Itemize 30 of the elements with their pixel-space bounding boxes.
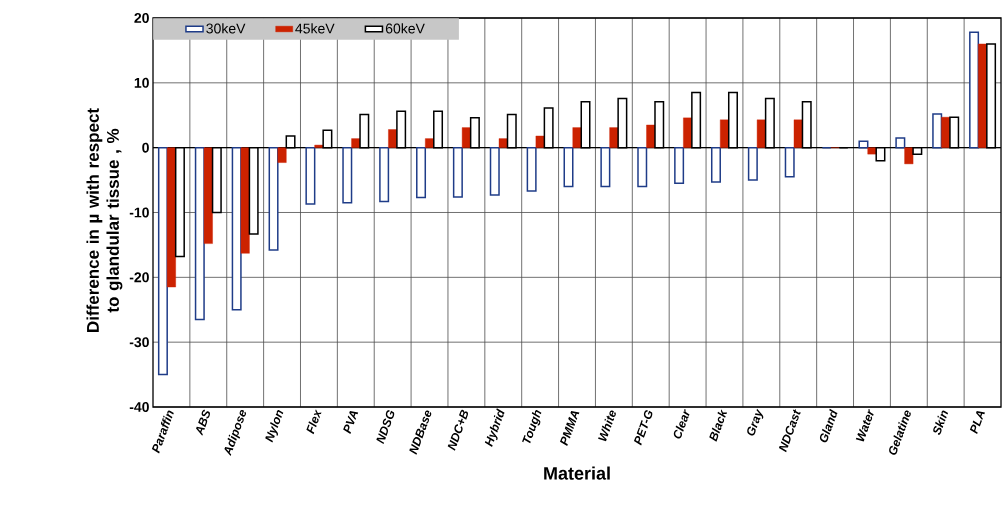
x-tick-label: Water — [855, 409, 874, 442]
x-axis-title: Material — [544, 466, 610, 480]
y-tick-label: -40 — [129, 402, 149, 412]
y-tick-label: -20 — [129, 272, 149, 283]
x-tick-label: Hybrid — [484, 408, 505, 447]
x-tick-label: Skin — [933, 410, 949, 435]
x-tick-label: White — [598, 410, 616, 442]
x-tick-label: PLA — [969, 411, 985, 435]
x-tick-label: ABS — [196, 409, 210, 436]
x-tick-label: Flex — [306, 409, 322, 435]
legend-label: 60keV — [385, 23, 425, 34]
y-tick-label: 20 — [134, 13, 149, 23]
x-tick-label: Clear — [673, 409, 690, 439]
x-tick-label: PVA — [343, 411, 359, 434]
x-tick-label: NDSG — [376, 409, 395, 445]
x-tick-label: Black — [709, 409, 728, 442]
y-tick-label: -30 — [129, 337, 149, 348]
x-tick-label: PET-G — [633, 409, 653, 446]
y-tick-label: -10 — [129, 207, 149, 218]
x-tick-label: Gland — [819, 408, 838, 443]
x-tick-label: Nylon — [265, 410, 284, 443]
legend-label: 30keV — [206, 23, 246, 34]
y-axis-title: Difference in µ with respect to glandular tissue , % — [86, 108, 123, 332]
x-tick-label: NDC+B — [447, 409, 469, 451]
x-tick-label: Gray — [747, 408, 764, 436]
x-tick-label: Tough — [522, 410, 542, 444]
x-tick-label: PMMA — [560, 411, 580, 446]
y-tick-label: 10 — [134, 77, 149, 88]
y-tick-label: 0 — [142, 142, 149, 153]
legend-label: 45keV — [295, 23, 335, 34]
